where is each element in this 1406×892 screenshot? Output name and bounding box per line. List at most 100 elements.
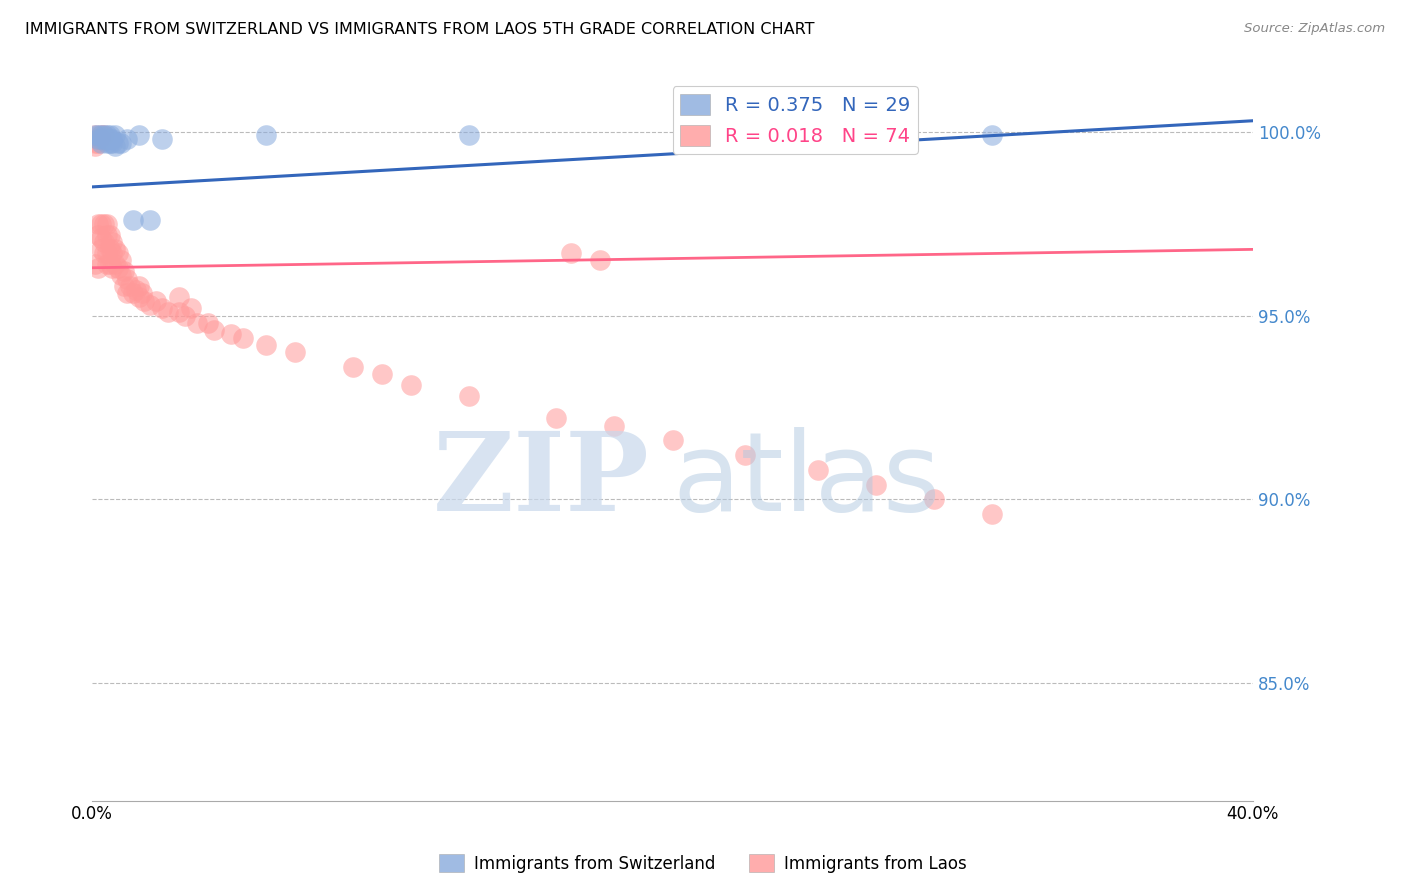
Point [84, 128, 107, 143]
Point [84, 128, 107, 143]
Point [150, 301, 173, 315]
Point [603, 418, 626, 433]
Point [167, 290, 190, 304]
Point [104, 128, 127, 143]
Point [101, 136, 124, 150]
Point [90, 231, 112, 245]
Point [458, 389, 481, 403]
Point [87, 227, 110, 242]
Point [156, 305, 179, 319]
Point [150, 132, 173, 146]
Point [101, 260, 124, 275]
Point [96, 217, 118, 231]
Point [128, 128, 150, 143]
Point [110, 136, 132, 150]
Point [96, 136, 118, 150]
Point [87, 260, 110, 275]
Text: Source: ZipAtlas.com: Source: ZipAtlas.com [1244, 22, 1385, 36]
Point [98, 136, 121, 150]
Text: atlas: atlas [672, 427, 941, 534]
Point [96, 246, 118, 260]
Point [104, 257, 127, 271]
Point [118, 279, 141, 293]
Point [720, 128, 742, 143]
Legend: R = 0.375   N = 29, R = 0.018   N = 74: R = 0.375 N = 29, R = 0.018 N = 74 [672, 87, 918, 154]
Point [107, 246, 129, 260]
Point [115, 272, 138, 286]
Point [342, 359, 364, 374]
Point [98, 132, 121, 146]
Point [84, 136, 107, 150]
Point [87, 132, 110, 146]
Point [87, 128, 110, 143]
Point [90, 132, 112, 146]
Point [546, 411, 568, 425]
Point [101, 235, 124, 249]
Point [458, 128, 481, 143]
Point [104, 139, 127, 153]
Point [197, 316, 219, 330]
Point [807, 463, 830, 477]
Point [121, 213, 143, 227]
Point [371, 368, 394, 382]
Point [107, 136, 129, 150]
Point [865, 477, 887, 491]
Point [112, 264, 135, 278]
Point [186, 316, 208, 330]
Point [101, 246, 124, 260]
Point [98, 257, 121, 271]
Point [589, 253, 612, 268]
Point [254, 338, 277, 352]
Point [560, 246, 582, 260]
Point [167, 305, 190, 319]
Point [87, 136, 110, 150]
Point [93, 128, 115, 143]
Point [96, 128, 118, 143]
Point [90, 243, 112, 257]
Legend: Immigrants from Switzerland, Immigrants from Laos: Immigrants from Switzerland, Immigrants … [433, 847, 973, 880]
Point [84, 139, 107, 153]
Point [90, 128, 112, 143]
Point [87, 132, 110, 146]
Point [93, 246, 115, 260]
Point [93, 217, 115, 231]
Point [125, 283, 148, 297]
Text: ZIP: ZIP [433, 427, 650, 534]
Point [90, 217, 112, 231]
Point [96, 227, 118, 242]
Point [90, 132, 112, 146]
Point [84, 257, 107, 271]
Point [90, 128, 112, 143]
Point [980, 128, 1002, 143]
Point [922, 492, 945, 507]
Point [110, 253, 132, 268]
Point [98, 243, 121, 257]
Point [180, 301, 202, 315]
Point [284, 345, 307, 359]
Point [115, 132, 138, 146]
Text: IMMIGRANTS FROM SWITZERLAND VS IMMIGRANTS FROM LAOS 5TH GRADE CORRELATION CHART: IMMIGRANTS FROM SWITZERLAND VS IMMIGRANT… [25, 22, 815, 37]
Point [980, 507, 1002, 521]
Point [131, 286, 153, 301]
Point [107, 260, 129, 275]
Point [128, 290, 150, 304]
Point [128, 279, 150, 293]
Point [96, 257, 118, 271]
Point [202, 323, 225, 337]
Point [121, 286, 143, 301]
Point [98, 128, 121, 143]
Point [112, 279, 135, 293]
Point [90, 136, 112, 150]
Point [145, 293, 167, 308]
Point [101, 132, 124, 146]
Point [96, 132, 118, 146]
Point [87, 217, 110, 231]
Point [93, 235, 115, 249]
Point [221, 326, 243, 341]
Point [232, 330, 254, 344]
Point [139, 213, 162, 227]
Point [401, 378, 423, 392]
Point [254, 128, 277, 143]
Point [93, 128, 115, 143]
Point [93, 132, 115, 146]
